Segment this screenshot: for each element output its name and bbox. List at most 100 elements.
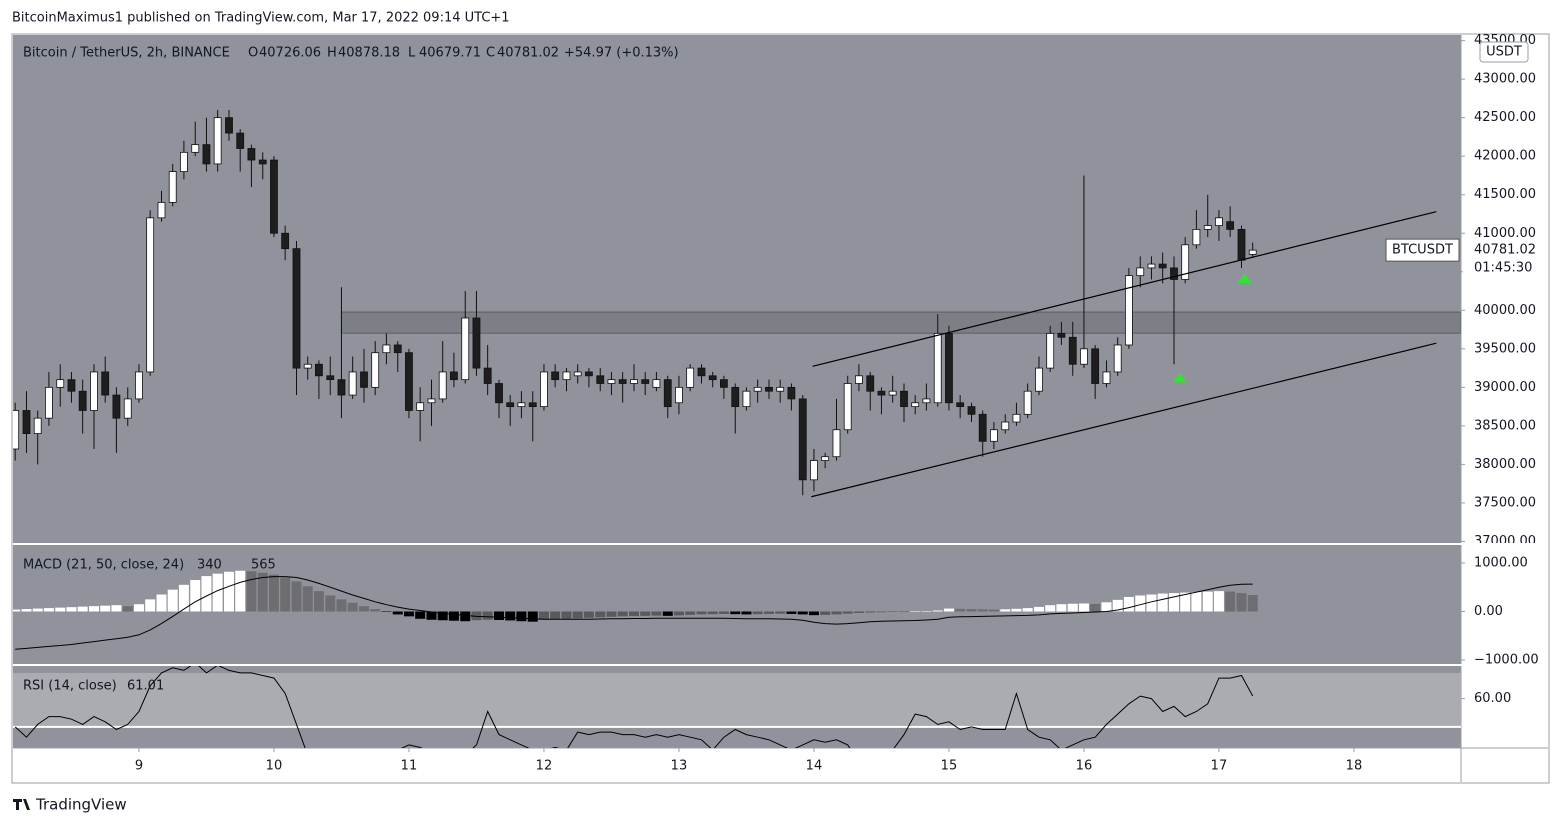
candle-body: [888, 390, 897, 396]
footer-logo: TradingView: [35, 796, 127, 814]
macd-hist: [212, 573, 223, 612]
candle-body: [326, 375, 335, 381]
candle-body: [551, 371, 560, 381]
macd-hist: [572, 611, 583, 619]
candle-body: [1170, 267, 1178, 280]
macd-hist: [1157, 593, 1168, 612]
y-tick-label: 0.00: [1474, 604, 1503, 619]
x-tick-label: 13: [671, 759, 688, 774]
last-price: 40781.02: [1474, 243, 1536, 258]
macd-hist: [88, 606, 99, 612]
y-tick-label: 40000.00: [1474, 303, 1536, 318]
macd-hist: [1123, 596, 1134, 612]
macd-hist: [651, 611, 662, 616]
macd-hist: [55, 607, 66, 612]
candle-body: [270, 159, 278, 234]
candle-body: [1192, 229, 1201, 246]
macd-hist: [741, 611, 752, 615]
macd-hist: [0, 597, 10, 612]
macd-hist: [505, 611, 516, 621]
macd-hist: [1225, 591, 1236, 612]
macd-hist: [516, 611, 527, 622]
macd-hist: [100, 605, 111, 612]
macd-hist: [550, 611, 561, 620]
candle-body: [798, 398, 807, 481]
macd-hist: [707, 611, 718, 615]
candle-body: [180, 151, 188, 173]
trend-line: [811, 342, 1437, 498]
candle-body: [168, 171, 177, 203]
macd-hist: [482, 611, 493, 620]
macd-hist: [325, 595, 336, 612]
ticker-box: [1385, 238, 1460, 262]
macd-hist: [133, 604, 144, 612]
y-tick-label: 38500.00: [1474, 418, 1536, 433]
x-tick-label: 18: [1346, 759, 1363, 774]
candle-body: [922, 398, 931, 404]
macd-plot: [0, 570, 1258, 650]
macd-hist: [1101, 602, 1112, 612]
macd-line: [15, 576, 1253, 650]
macd-hist: [876, 611, 887, 613]
candle-body: [843, 383, 852, 431]
macd-hist: [32, 608, 43, 612]
x-tick-label: 15: [941, 759, 958, 774]
x-tick-label: 16: [1076, 759, 1093, 774]
candle-body: [900, 390, 908, 408]
x-tick-label: 10: [266, 759, 283, 774]
macd-hist: [291, 581, 302, 612]
candle-body: [1001, 421, 1010, 431]
candle-body: [1147, 263, 1156, 269]
macd-hist: [493, 611, 504, 620]
currency: USDT: [1486, 45, 1522, 60]
macd-hist: [932, 610, 943, 612]
candle-body: [438, 371, 447, 400]
candle-body: [810, 460, 818, 481]
candle-body: [731, 386, 740, 408]
candle-body: [708, 375, 717, 381]
macd-hist: [43, 608, 54, 612]
x-tick-label: 11: [401, 759, 418, 774]
macd-hist: [673, 611, 684, 616]
macd-hist: [392, 611, 403, 615]
candle-body: [56, 379, 65, 388]
candle-body: [382, 344, 391, 354]
y-tick-label: 39500.00: [1474, 341, 1536, 356]
macd-hist: [403, 611, 414, 617]
macd-hist: [538, 611, 549, 620]
candle-body: [967, 406, 976, 415]
macd-hist: [1022, 608, 1033, 612]
macd-value: 340: [197, 558, 222, 573]
candle-body: [641, 379, 650, 384]
candle-body: [483, 367, 492, 384]
x-tick-label: 14: [806, 759, 823, 774]
candle-body: [1125, 275, 1133, 346]
candle-body: [247, 148, 256, 161]
macd-hist: [1135, 595, 1146, 612]
macd-hist: [460, 611, 471, 622]
macd-hist: [1000, 609, 1011, 612]
y-tick-label: 38000.00: [1474, 457, 1536, 472]
candle-body: [866, 375, 875, 392]
macd-hist: [370, 609, 381, 612]
macd-hist: [988, 609, 999, 612]
y-tick-label: 41000.00: [1474, 226, 1536, 241]
marker: [1237, 273, 1252, 283]
ohlc-letter: C: [486, 46, 495, 61]
candle-body: [1080, 348, 1088, 365]
candle-body: [720, 379, 728, 388]
macd-hist: [190, 579, 201, 612]
candle-body: [360, 371, 368, 388]
macd-hist: [347, 602, 358, 612]
candle-body: [1237, 229, 1246, 261]
macd-hist: [820, 611, 831, 615]
candle-body: [933, 333, 942, 404]
macd-hist: [606, 611, 617, 617]
ohlc-value: 40679.71: [419, 46, 481, 61]
macd-hist: [786, 611, 797, 614]
x-tick-label: 17: [1211, 759, 1228, 774]
macd-hist: [336, 599, 347, 612]
candle-body: [585, 371, 593, 377]
macd-hist: [1112, 599, 1123, 612]
